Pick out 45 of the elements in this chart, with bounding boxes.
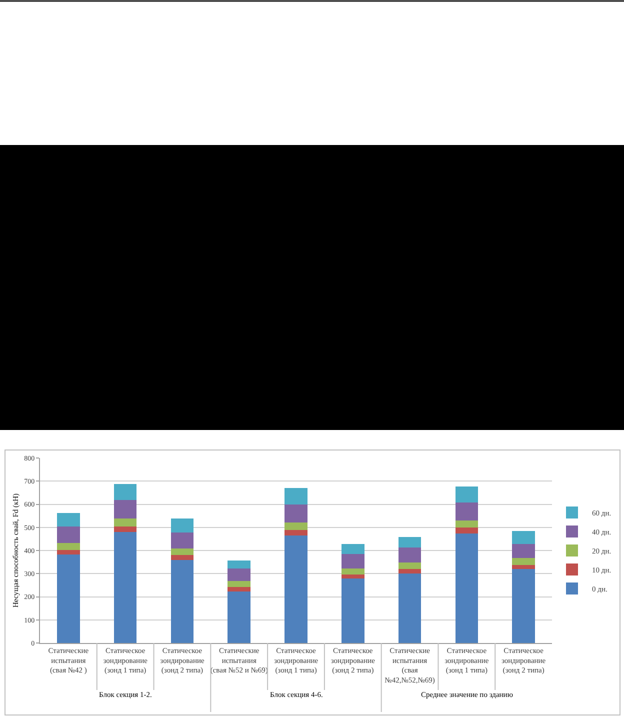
bar bbox=[512, 564, 535, 570]
bar bbox=[170, 548, 194, 556]
bar bbox=[228, 560, 250, 569]
bar bbox=[228, 591, 250, 643]
bar bbox=[57, 554, 80, 643]
bar bbox=[114, 532, 137, 643]
bar bbox=[342, 568, 364, 574]
bar bbox=[455, 520, 478, 528]
bar bbox=[512, 558, 535, 565]
bar bbox=[170, 532, 194, 548]
bar bbox=[228, 587, 250, 592]
bar bbox=[170, 518, 194, 533]
bar bbox=[114, 526, 137, 532]
bar bbox=[228, 581, 250, 588]
bar bbox=[170, 560, 194, 643]
bar bbox=[228, 568, 250, 582]
bar bbox=[114, 518, 137, 527]
bar bbox=[114, 500, 137, 519]
bar bbox=[455, 502, 478, 521]
bar bbox=[398, 574, 422, 643]
bar bbox=[455, 533, 478, 643]
bar bbox=[57, 550, 80, 554]
bar bbox=[342, 554, 364, 569]
bar bbox=[284, 522, 308, 530]
bar bbox=[342, 544, 364, 554]
bar bbox=[398, 569, 422, 574]
bar bbox=[57, 526, 80, 544]
bar bbox=[284, 504, 308, 522]
bar bbox=[284, 488, 308, 504]
bar bbox=[512, 531, 535, 544]
bar bbox=[455, 486, 478, 503]
bar bbox=[342, 578, 364, 643]
bar bbox=[57, 513, 80, 526]
bar bbox=[284, 530, 308, 536]
bar bbox=[170, 555, 194, 560]
bar bbox=[512, 569, 535, 643]
bar bbox=[512, 544, 535, 558]
bar bbox=[455, 528, 478, 534]
bar bbox=[398, 548, 422, 563]
bar bbox=[398, 536, 422, 548]
bar bbox=[284, 536, 308, 643]
bar bbox=[342, 574, 364, 579]
bar bbox=[398, 562, 422, 569]
bar bbox=[114, 484, 137, 500]
bar bbox=[57, 543, 80, 550]
